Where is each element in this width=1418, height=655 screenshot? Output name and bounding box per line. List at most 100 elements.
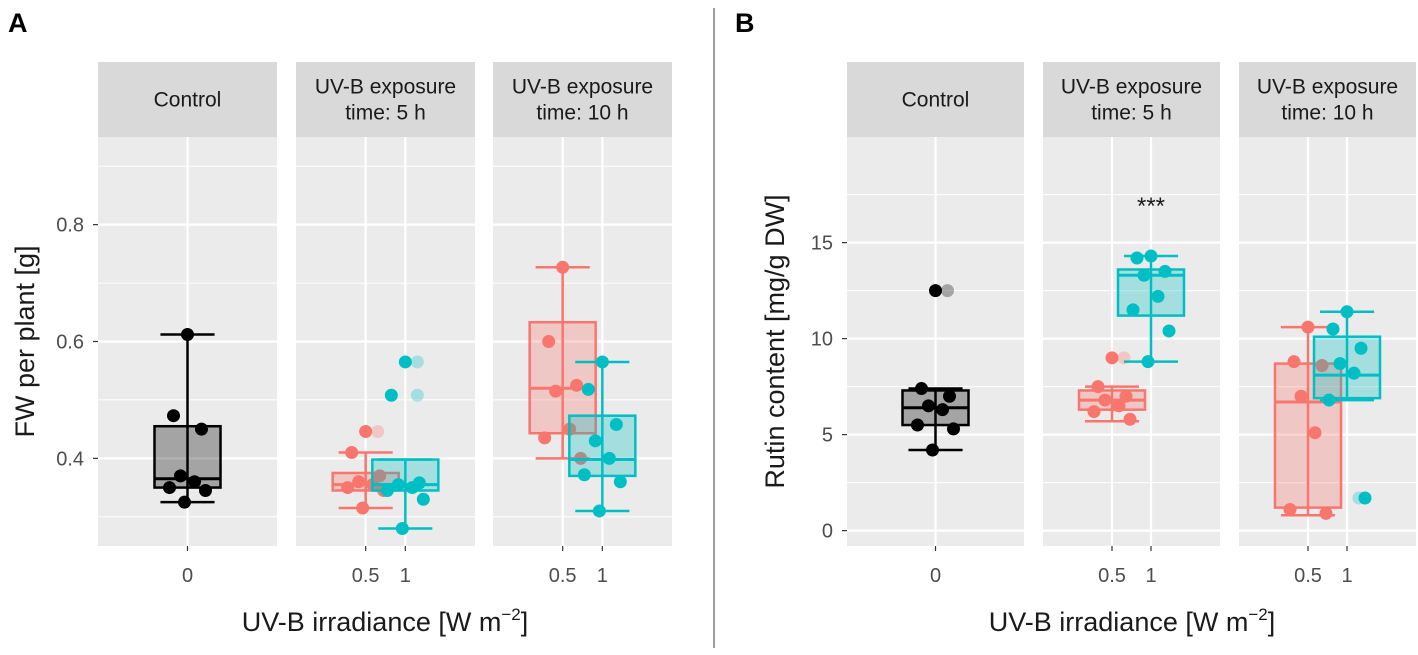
data-point	[1123, 412, 1137, 426]
data-point	[592, 504, 606, 518]
data-point	[613, 475, 627, 489]
facet-strip-label: UV-B exposure	[315, 76, 456, 99]
data-point	[556, 260, 570, 274]
facet-strip	[296, 62, 475, 137]
facet-strip	[98, 62, 277, 137]
facet-strip-label: time: 5 h	[1091, 102, 1172, 125]
data-point	[943, 389, 956, 403]
y-tick-label: 0.4	[56, 448, 84, 470]
data-point	[373, 469, 387, 483]
y-tick-label: 10	[811, 329, 833, 351]
box-iqr	[568, 414, 637, 478]
data-point	[195, 422, 208, 436]
data-point	[1098, 393, 1112, 407]
data-point	[181, 327, 194, 341]
y-tick-label: 0.6	[56, 332, 84, 354]
chart-a: A FW per plant [g] 0.4 0.6 0.8 Control 0 UV-B e…	[8, 8, 672, 637]
data-point	[1358, 491, 1372, 505]
box-iqr	[1116, 268, 1186, 317]
data-point	[549, 384, 563, 398]
data-point	[602, 451, 616, 465]
data-point	[1137, 268, 1151, 282]
facet-strip-label: Control	[154, 89, 222, 112]
data-point	[1347, 366, 1361, 380]
x-tick-label: 1	[1145, 565, 1156, 587]
data-point	[1162, 324, 1176, 338]
data-point	[1158, 264, 1172, 278]
data-point	[595, 355, 609, 369]
y-axis-title: Rutin content [mg/g DW]	[760, 194, 790, 488]
x-tick-label: 1	[597, 565, 608, 587]
outlier-point	[941, 284, 954, 298]
outlier-point	[410, 355, 424, 369]
data-point	[1141, 355, 1155, 369]
data-point	[1322, 393, 1336, 407]
box-iqr	[1312, 335, 1382, 400]
facet-strip	[493, 62, 672, 137]
data-point	[1151, 289, 1165, 303]
data-point	[922, 399, 935, 413]
data-point	[405, 481, 419, 495]
facet-strip	[1239, 62, 1416, 137]
data-point	[1354, 341, 1368, 355]
data-point	[359, 424, 373, 438]
data-point	[167, 409, 180, 423]
x-axis-title-end: ]	[1268, 607, 1276, 637]
data-point	[416, 492, 430, 506]
data-point	[1144, 249, 1158, 263]
data-point	[398, 355, 412, 369]
data-point	[570, 378, 584, 392]
facet-strip-label: UV-B exposure	[1061, 76, 1202, 99]
data-point	[947, 422, 960, 436]
facet-strip	[847, 62, 1024, 137]
data-point	[1283, 503, 1297, 517]
outlier-point	[371, 424, 385, 438]
data-point	[1112, 399, 1126, 413]
x-tick-label: 1	[1341, 565, 1352, 587]
facet-strip-label: Control	[902, 89, 970, 112]
y-axis-title: FW per plant [g]	[10, 245, 40, 437]
x-axis-title: UV-B irradiance [W m−2]	[989, 605, 1275, 637]
data-point	[936, 403, 949, 417]
data-point	[926, 443, 939, 457]
x-axis-title-end: ]	[521, 607, 529, 637]
facet-strip-label: UV-B exposure	[512, 76, 653, 99]
y-tick-label: 15	[811, 233, 833, 255]
box-iqr	[1273, 362, 1343, 509]
data-point	[609, 417, 623, 431]
facet-strip-label: time: 10 h	[536, 102, 628, 125]
facet-strip-label: time: 10 h	[1281, 102, 1373, 125]
x-tick-label: 0.5	[549, 565, 577, 587]
data-point	[1301, 320, 1315, 334]
data-point	[1119, 389, 1133, 403]
data-point	[345, 446, 359, 460]
data-point	[1333, 357, 1347, 371]
data-point	[1105, 351, 1119, 365]
x-axis-title-main: UV-B irradiance [W m	[989, 607, 1249, 637]
data-point	[1294, 389, 1308, 403]
data-point	[178, 495, 191, 509]
data-point	[577, 468, 591, 482]
facet-strip	[1043, 62, 1220, 137]
chart-b: B Rutin content [mg/g DW] 0 5 10 15 Control 0 UV…	[735, 8, 1416, 637]
facet-panel	[1239, 137, 1416, 546]
data-point	[915, 382, 928, 396]
data-point	[1315, 359, 1329, 373]
x-axis-title-superscript: −2	[1248, 605, 1267, 624]
x-tick-label: 0	[182, 565, 193, 587]
x-tick-label: 1	[400, 565, 411, 587]
panel-letter: B	[735, 8, 755, 38]
data-point	[1319, 506, 1333, 520]
data-point	[174, 469, 187, 483]
data-point	[929, 284, 942, 298]
data-point	[1287, 355, 1301, 369]
facet-strip-label: time: 5 h	[345, 102, 426, 125]
data-point	[384, 388, 398, 402]
facet-strip-label: UV-B exposure	[1257, 76, 1398, 99]
y-tick-label: 5	[822, 425, 833, 447]
data-point	[911, 418, 924, 432]
x-tick-label: 0.5	[352, 565, 380, 587]
facet-panel	[1043, 137, 1220, 546]
panel-letter: A	[8, 8, 28, 38]
